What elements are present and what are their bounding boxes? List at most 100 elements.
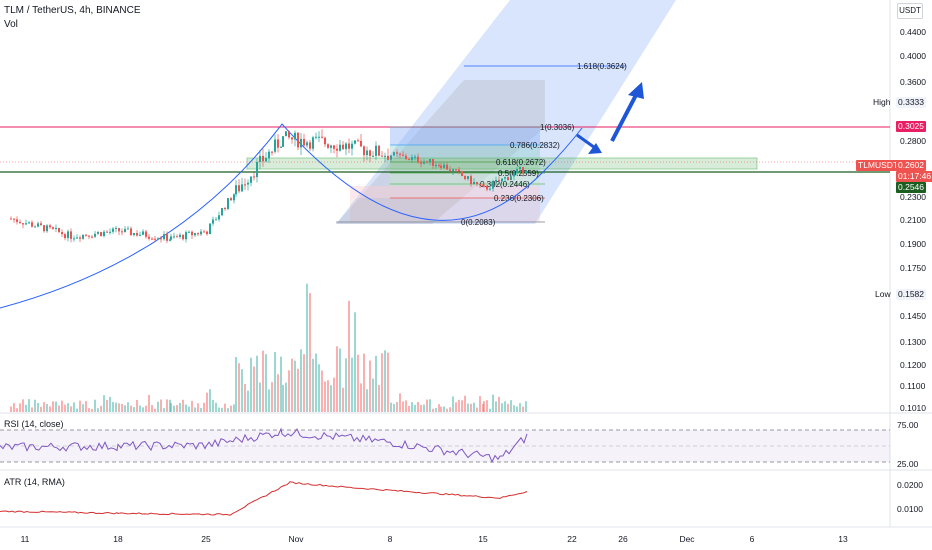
volume-bar bbox=[366, 389, 368, 412]
candle-body bbox=[489, 188, 491, 190]
candle-body bbox=[309, 142, 311, 149]
candle-body bbox=[215, 219, 217, 221]
candle-body bbox=[470, 176, 472, 185]
volume-bar bbox=[179, 402, 181, 412]
volume-bar bbox=[212, 399, 214, 412]
volume-bar bbox=[321, 370, 323, 412]
volume-bar bbox=[417, 401, 419, 412]
candle-body bbox=[271, 151, 273, 153]
volume-bar bbox=[238, 363, 240, 412]
volume-bar bbox=[206, 392, 208, 412]
price-tick-label: 0.1900 bbox=[900, 239, 926, 249]
candle-body bbox=[10, 218, 12, 220]
rsi-axis: 75.00 25.00 bbox=[897, 420, 919, 469]
candle-body bbox=[282, 136, 284, 147]
volume-bar bbox=[200, 408, 202, 412]
volume-bar bbox=[52, 401, 54, 412]
candle-body bbox=[37, 223, 39, 227]
volume-bar bbox=[163, 408, 165, 412]
volume-bar bbox=[49, 406, 51, 412]
candle-body bbox=[100, 232, 102, 237]
candle-body bbox=[58, 227, 60, 233]
candle-body bbox=[136, 232, 138, 236]
volume-bar bbox=[489, 408, 491, 412]
volume-bar bbox=[408, 406, 410, 412]
candle-body bbox=[330, 145, 332, 148]
fib-zone-mid bbox=[390, 145, 540, 159]
price-tick-label: 0.2300 bbox=[900, 192, 926, 202]
candle-body bbox=[417, 156, 419, 163]
candle-body bbox=[351, 143, 353, 149]
volume-bar bbox=[396, 402, 398, 412]
candle-body bbox=[306, 142, 308, 146]
volume-bar bbox=[268, 389, 270, 412]
volume-bar bbox=[402, 401, 404, 412]
volume-bar bbox=[479, 396, 481, 412]
candle-body bbox=[28, 222, 30, 224]
candle-body bbox=[179, 234, 181, 237]
volume-bars bbox=[10, 283, 527, 412]
candle-body bbox=[486, 186, 488, 190]
fib-level-label: 0.236(0.2306) bbox=[494, 194, 544, 203]
candle-body bbox=[185, 232, 187, 240]
volume-bar bbox=[501, 403, 503, 412]
volume-label: Vol bbox=[4, 19, 18, 30]
atr-pane-label: ATR (14, RMA) bbox=[4, 477, 65, 487]
candle-body bbox=[443, 164, 445, 168]
current-price-tag: 0.2602 bbox=[896, 160, 926, 171]
volume-bar bbox=[483, 401, 485, 412]
candle-body bbox=[464, 175, 466, 180]
volume-bar bbox=[303, 354, 305, 412]
candle-body bbox=[393, 152, 395, 156]
candle-body bbox=[206, 231, 208, 235]
volume-bar bbox=[467, 403, 469, 412]
volume-bar bbox=[375, 355, 377, 412]
volume-bar bbox=[504, 401, 506, 412]
rsi-tick-label: 25.00 bbox=[897, 459, 919, 469]
time-tick-label: 25 bbox=[201, 534, 211, 544]
volume-bar bbox=[333, 377, 335, 412]
candle-body bbox=[221, 207, 223, 216]
time-tick-label: 13 bbox=[838, 534, 848, 544]
volume-bar bbox=[510, 400, 512, 412]
currency-badge[interactable]: USDT bbox=[897, 3, 923, 19]
volume-bar bbox=[384, 350, 386, 412]
fib-lines: 1(0.3036) 0.786(0.2832) 0.618(0.2672) 0.5(0… bbox=[336, 123, 575, 227]
volume-bar bbox=[127, 402, 129, 412]
volume-bar bbox=[185, 404, 187, 412]
candle-body bbox=[483, 185, 485, 187]
time-tick-label: 26 bbox=[618, 534, 628, 544]
candle-body bbox=[467, 176, 469, 180]
candle-body bbox=[16, 219, 18, 222]
volume-bar bbox=[182, 399, 184, 412]
candle-body bbox=[336, 148, 338, 151]
volume-bar bbox=[449, 407, 451, 412]
candle-body bbox=[360, 140, 362, 147]
candle-body bbox=[22, 223, 24, 225]
candle-body bbox=[429, 159, 431, 162]
volume-bar bbox=[203, 402, 205, 412]
candle-body bbox=[170, 236, 172, 240]
candle-body bbox=[145, 231, 147, 237]
volume-bar bbox=[381, 353, 383, 412]
candle-body bbox=[200, 231, 202, 235]
candle-body bbox=[40, 223, 42, 226]
candle-body bbox=[160, 238, 162, 240]
candle-body bbox=[31, 222, 33, 227]
volume-bar bbox=[250, 357, 252, 412]
candle-body bbox=[516, 169, 518, 173]
volume-bar bbox=[399, 393, 401, 412]
candle-body bbox=[438, 165, 440, 167]
candle-body bbox=[82, 234, 84, 239]
volume-bar bbox=[271, 382, 273, 412]
time-tick-label: Dec bbox=[679, 534, 695, 544]
candle-body bbox=[455, 169, 457, 171]
volume-bar bbox=[452, 396, 454, 412]
candle-body bbox=[519, 167, 521, 170]
candle-body bbox=[235, 185, 237, 195]
candle-body bbox=[408, 158, 410, 160]
volume-bar bbox=[464, 395, 466, 412]
volume-bar bbox=[43, 402, 45, 412]
volume-bar bbox=[360, 383, 362, 412]
volume-bar bbox=[429, 399, 431, 412]
